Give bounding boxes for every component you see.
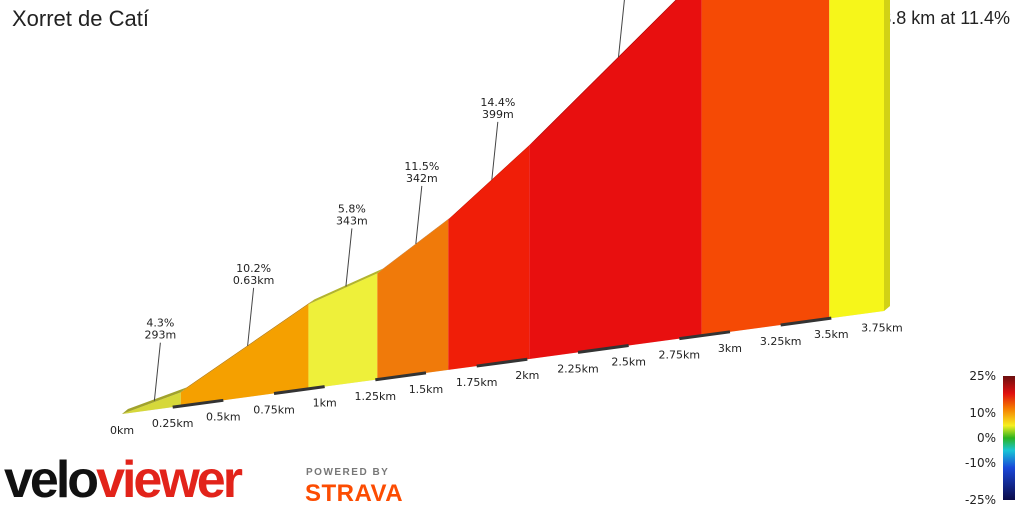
strava-logo[interactable]: STRAVA — [305, 480, 404, 507]
distance-tick-label: 3.5km — [814, 328, 849, 341]
segment-top-ridge — [529, 0, 677, 146]
legend-tick-label: 25% — [969, 369, 996, 383]
legend-tick-label: 0% — [977, 431, 996, 445]
distance-tick-label: 3.25km — [760, 335, 802, 348]
gradient-segment — [529, 0, 702, 359]
logo-part-viewer: viewer — [96, 451, 243, 509]
legend-tick-label: -10% — [965, 456, 996, 470]
distance-tick-band — [577, 344, 629, 354]
distance-tick-band — [375, 371, 427, 382]
annotation-length: 342m — [406, 172, 438, 185]
distance-tick-label: 0.5km — [206, 410, 241, 423]
distance-tick-label: 3km — [718, 342, 742, 355]
distance-tick-label: 0.25km — [152, 417, 194, 430]
gradient-segment — [180, 304, 309, 407]
gradient-segment — [701, 0, 830, 336]
distance-tick-label: 2.5km — [611, 356, 646, 369]
distance-tick-label: 1km — [313, 397, 337, 410]
gradient-segment — [448, 145, 530, 370]
distance-tick-band — [476, 357, 528, 368]
annotation-length: 343m — [336, 214, 368, 227]
distance-tick-label: 1.75km — [456, 376, 498, 389]
distance-tick-band — [172, 398, 224, 409]
annotation-leader-line — [153, 342, 161, 401]
legend-tick-label: 10% — [969, 406, 996, 420]
legend-tick-label: -25% — [965, 493, 996, 507]
distance-tick-band — [679, 330, 731, 341]
annotation-gradient: 11.5% — [404, 160, 439, 173]
distance-tick-label: 1.25km — [355, 390, 397, 403]
distance-tick-label: 0.75km — [253, 403, 295, 416]
annotation-leader-line — [247, 287, 255, 346]
climb-summary: 3.8 km at 11.4% — [881, 8, 1010, 28]
distance-tick-label: 2.75km — [659, 349, 701, 362]
annotation-gradient: 4.3% — [146, 317, 174, 330]
logo-part-velo: velo — [4, 451, 99, 509]
profile-end-face — [884, 0, 890, 311]
distance-tick-label: 1.5km — [409, 383, 444, 396]
distance-tick-label: 2km — [515, 369, 539, 382]
distance-tick-label: 3.75km — [861, 321, 903, 334]
annotation-leader-line — [415, 185, 423, 245]
veloviewer-logo[interactable]: veloviewer — [4, 450, 243, 510]
distance-tick-band — [780, 316, 832, 327]
annotation-leader-line — [491, 121, 499, 180]
distance-tick-label: 0km — [110, 424, 134, 437]
distance-tick-band — [273, 385, 325, 395]
annotation-length: 399m — [482, 108, 514, 121]
annotation-length: 293m — [145, 329, 177, 342]
annotation-gradient: 5.8% — [338, 202, 366, 215]
distance-tick-label: 2.25km — [557, 362, 599, 375]
annotation-gradient: 10.2% — [236, 262, 271, 275]
annotation-length: 0.63km — [233, 274, 275, 287]
powered-by-label: POWERED BY — [306, 467, 390, 478]
gradient-segment — [308, 273, 378, 389]
gradient-segment — [122, 392, 181, 414]
gradient-segment — [829, 0, 884, 319]
gradient-segment — [377, 219, 449, 380]
annotation-leader-line — [617, 0, 625, 58]
annotation-leader-line — [345, 228, 353, 287]
gradient-legend-bar — [1003, 376, 1015, 500]
annotation-gradient: 14.4% — [480, 96, 515, 109]
climb-title: Xorret de Catí — [12, 6, 149, 31]
